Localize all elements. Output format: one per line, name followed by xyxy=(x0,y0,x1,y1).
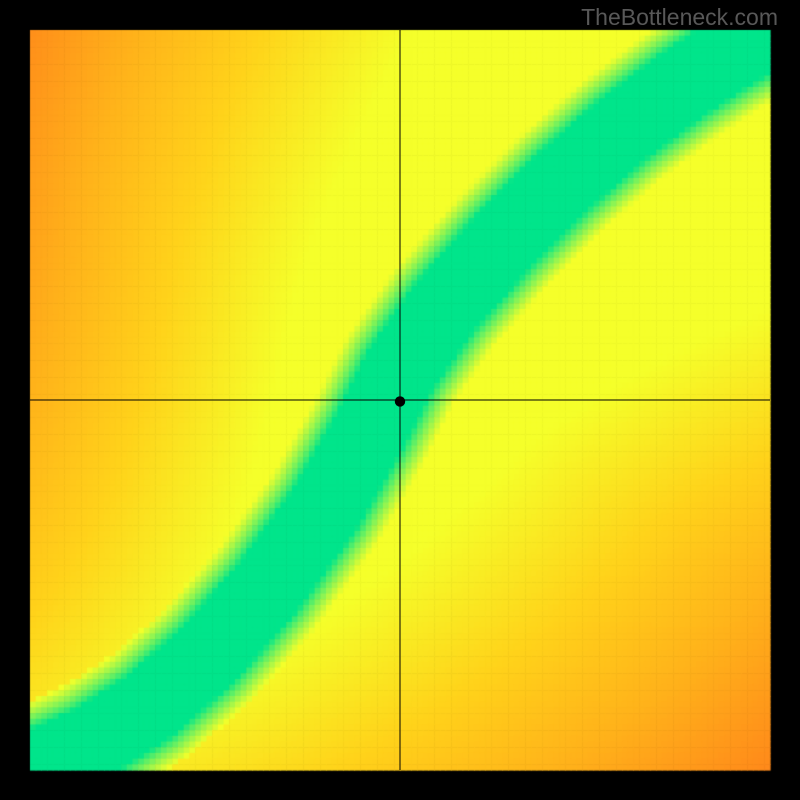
selection-marker xyxy=(395,396,405,406)
attribution-watermark: TheBottleneck.com xyxy=(581,4,778,31)
overlay-layer xyxy=(0,0,800,800)
bottleneck-heatmap-chart: TheBottleneck.com xyxy=(0,0,800,800)
